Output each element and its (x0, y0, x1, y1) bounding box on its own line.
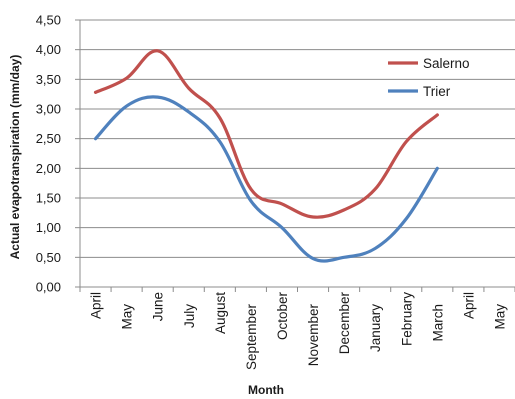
y-tick-label: 3,50 (36, 72, 61, 87)
x-tick-label: April (461, 292, 476, 319)
x-tick-label: September (244, 304, 259, 371)
y-tick-label: 1,00 (36, 220, 61, 235)
y-tick-label: 2,00 (36, 161, 61, 176)
x-tick-label: May (492, 304, 507, 330)
y-tick-label: 3,00 (36, 102, 61, 117)
x-tick-labels: April May June July August September October No… (89, 292, 508, 371)
y-tick-label: 4,00 (36, 42, 61, 57)
y-tick-label: 4,50 (36, 13, 61, 28)
x-tick-label: October (275, 292, 290, 341)
x-tick-label: December (337, 292, 352, 355)
series-line-salerno (93, 49, 439, 219)
gridlines (80, 19, 515, 258)
legend: Salerno Trier (388, 56, 470, 99)
series-line-trier (93, 95, 439, 263)
x-tick-label: March (430, 304, 445, 342)
x-tick-label: February (399, 292, 414, 346)
y-axis-title: Actual evapotranspiration (mm/day) (8, 55, 22, 260)
legend-label-trier: Trier (423, 84, 451, 99)
y-tick-label: 1,50 (36, 191, 61, 206)
y-tick-label: 2,50 (36, 131, 61, 146)
x-axis-title: Month (248, 383, 284, 397)
legend-label-salerno: Salerno (423, 56, 470, 71)
y-tick-labels: 0,00 0,50 1,00 1,50 2,00 2,50 3,00 3,50 4,00 4,50 (36, 13, 61, 295)
x-tick-label: July (182, 304, 197, 328)
x-tick-label: August (213, 292, 228, 334)
x-tick-label: January (368, 304, 383, 352)
series-lines (93, 49, 439, 263)
x-tick-label: November (306, 304, 321, 367)
y-tick-label: 0,00 (36, 280, 61, 295)
x-tick-label: April (89, 292, 104, 319)
x-tick-label: June (151, 292, 166, 321)
x-tick-label: May (120, 304, 135, 330)
y-tick-label: 0,50 (36, 250, 61, 265)
axes (75, 19, 515, 292)
